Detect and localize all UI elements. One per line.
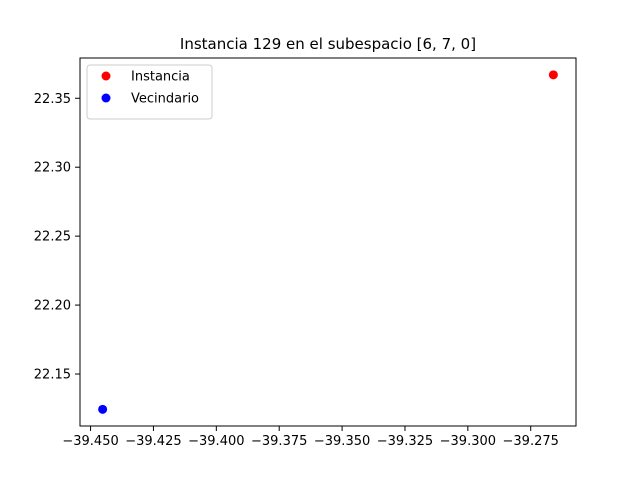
- x-tick-label: −39.300: [440, 434, 496, 449]
- y-tick-label: 22.20: [34, 299, 71, 314]
- data-point-vecindario: [98, 404, 108, 414]
- data-point-instancia: [548, 70, 558, 80]
- data-points: [98, 70, 558, 414]
- legend: Instancia Vecindario: [86, 64, 213, 120]
- y-tick-label: 22.30: [34, 161, 71, 176]
- legend-label-instancia: Instancia: [131, 70, 190, 85]
- x-tick-label: −39.350: [314, 434, 370, 449]
- chart-title: Instancia 129 en el subespacio [6, 7, 0]: [180, 35, 476, 53]
- x-tick-label: −39.275: [503, 434, 559, 449]
- y-tick-label: 22.35: [34, 92, 71, 107]
- legend-label-vecindario: Vecindario: [131, 92, 199, 107]
- y-axis-ticks: 22.15 22.20 22.25 22.30 22.35: [34, 92, 80, 383]
- y-tick-label: 22.25: [34, 230, 71, 245]
- x-tick-label: −39.450: [62, 434, 118, 449]
- legend-marker-vecindario: [101, 93, 111, 103]
- x-axis-ticks: −39.450 −39.425 −39.400 −39.375 −39.350 −39.3…: [62, 426, 559, 449]
- y-tick-label: 22.15: [34, 368, 71, 383]
- legend-box: [86, 64, 213, 120]
- x-tick-label: −39.400: [188, 434, 244, 449]
- x-tick-label: −39.375: [251, 434, 307, 449]
- x-tick-label: −39.425: [125, 434, 181, 449]
- x-tick-label: −39.325: [377, 434, 433, 449]
- plot-area-frame: [79, 57, 577, 427]
- legend-marker-instancia: [101, 71, 111, 81]
